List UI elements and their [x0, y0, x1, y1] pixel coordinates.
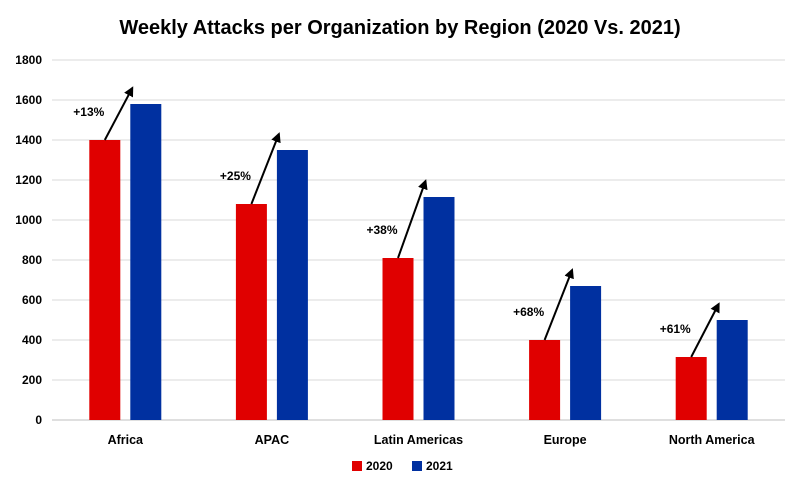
growth-label: +38% [367, 223, 398, 237]
bar-2020-africa [89, 140, 121, 420]
y-tick-label: 200 [22, 373, 42, 387]
bar-2021-apac [276, 150, 308, 420]
x-axis-labels: Africa APAC Latin Americas Europe North Amer… [108, 433, 756, 447]
bar-2020-apac [235, 204, 267, 420]
growth-label: +68% [513, 305, 544, 319]
x-category-label: North America [669, 433, 756, 447]
y-tick-label: 800 [22, 253, 42, 267]
growth-arrow [690, 302, 720, 358]
bar-2021-europe [570, 286, 602, 420]
growth-arrow [543, 268, 574, 341]
y-axis-ticks: 0 200 400 600 800 1000 1200 1400 1600 1800 [15, 53, 42, 427]
bar-2020-europe [529, 340, 561, 420]
growth-label: +13% [73, 105, 104, 119]
y-tick-label: 400 [22, 333, 42, 347]
legend: 2020 2021 [352, 459, 453, 473]
y-tick-label: 0 [35, 413, 42, 427]
bar-2021-north-america [716, 320, 748, 420]
growth-arrow [103, 86, 134, 141]
growth-label: +25% [220, 169, 251, 183]
x-category-label: Latin Americas [374, 433, 463, 447]
chart-title: Weekly Attacks per Organization by Regio… [119, 17, 680, 39]
y-tick-label: 1000 [15, 213, 42, 227]
y-tick-label: 1400 [15, 133, 42, 147]
y-tick-label: 1200 [15, 173, 42, 187]
bars [89, 104, 748, 420]
legend-label: 2020 [366, 459, 393, 473]
y-tick-label: 1800 [15, 53, 42, 67]
bar-2020-north-america [675, 357, 707, 420]
gridlines [52, 59, 785, 421]
growth-arrow [250, 132, 281, 205]
x-category-label: APAC [255, 433, 290, 447]
bar-2021-latin-americas [423, 197, 455, 420]
bar-2020-latin-americas [382, 258, 414, 420]
y-tick-label: 1600 [15, 93, 42, 107]
x-category-label: Africa [108, 433, 144, 447]
growth-arrow [397, 179, 428, 259]
growth-label: +61% [660, 322, 691, 336]
legend-swatch [412, 461, 422, 471]
legend-swatch [352, 461, 362, 471]
annotations: +13% +25% +38% +68% +61% [73, 86, 720, 358]
legend-label: 2021 [426, 459, 453, 473]
y-tick-label: 600 [22, 293, 42, 307]
bar-2021-africa [130, 104, 162, 420]
x-category-label: Europe [544, 433, 587, 447]
